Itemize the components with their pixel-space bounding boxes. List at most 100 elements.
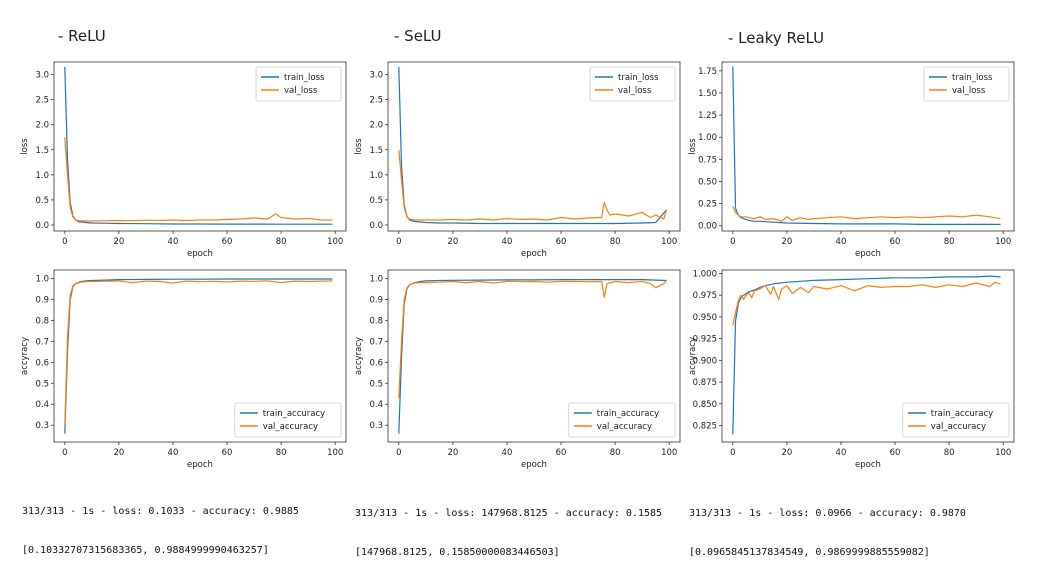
y-axis-label: accyracy (688, 337, 698, 375)
series-line-val_accuracy (398, 280, 667, 399)
y-tick-label: 0.25 (698, 200, 717, 210)
series-line-val_loss (64, 137, 333, 222)
legend-label: val_accuracy (597, 422, 652, 432)
x-tick-label: 40 (836, 448, 847, 458)
leaky-relu-accuracy-chart: 0 20 40 60 80 100 0.825 0.850 0.875 0.900 0.925 0.9… (688, 269, 1015, 470)
legend-label: train_loss (618, 73, 659, 83)
x-tick-label: 0 (396, 237, 401, 247)
y-tick-label: 1.000 (693, 269, 717, 279)
legend-label: val_loss (284, 86, 318, 96)
x-tick-label: 40 (168, 237, 179, 247)
x-tick-label: 80 (944, 237, 955, 247)
series-line-val_loss (732, 205, 1001, 222)
y-tick-label: 0.925 (693, 335, 717, 345)
y-tick-label: 1.50 (698, 89, 717, 99)
series-line-train_loss (732, 66, 1001, 225)
selu-result-line1: 313/313 - 1s - loss: 147968.8125 - accur… (355, 508, 663, 519)
x-tick-label: 100 (327, 448, 343, 458)
x-tick-label: 60 (890, 448, 901, 458)
y-tick-label: 0.8 (369, 316, 383, 326)
y-axis-label: loss (688, 138, 698, 155)
leaky-relu-loss-chart: 0 20 40 60 80 100 0.00 0.25 0.50 0.75 1.00 1.25 1.50… (688, 61, 1015, 259)
legend-box (923, 66, 1010, 102)
y-tick-label: 0.9 (369, 295, 383, 305)
y-tick-label: 1.5 (369, 146, 383, 156)
x-tick-label: 40 (168, 448, 179, 458)
x-tick-label: 20 (447, 448, 458, 458)
y-tick-label: 0.4 (35, 400, 49, 410)
legend-box (234, 402, 342, 438)
y-tick-label: 0.875 (693, 378, 717, 388)
x-axis-label: epoch (187, 460, 213, 470)
y-tick-label: 0.00 (698, 222, 717, 232)
y-tick-label: 0.5 (35, 196, 49, 206)
y-tick-label: 3.0 (35, 71, 49, 81)
legend: train_loss val_loss (923, 66, 1010, 102)
y-tick-label: 0.825 (693, 421, 717, 431)
y-tick-label: 0.9 (35, 295, 49, 305)
selu-result: 313/313 - 1s - loss: 147968.8125 - accur… (355, 481, 662, 572)
x-tick-label: 20 (781, 237, 792, 247)
legend-box (589, 66, 676, 102)
y-tick-label: 1.5 (35, 146, 49, 156)
relu-loss-chart: 0 20 40 60 80 100 0.0 0.5 1.0 1.5 2.0 2.5 3.0 epoch lo… (20, 61, 347, 259)
heading-leaky-relu: - Leaky ReLU (728, 29, 825, 47)
leaky-relu-result-line1: 313/313 - 1s - loss: 0.0966 - accuracy: … (689, 508, 966, 519)
legend-label: val_loss (952, 86, 986, 96)
leaky-relu-result: 313/313 - 1s - loss: 0.0966 - accuracy: … (689, 481, 966, 572)
selu-accuracy-chart: 0 20 40 60 80 100 0.3 0.4 0.5 0.6 0.7 0.8 0.9 1.0 epoc… (354, 269, 681, 470)
selu-result-line2: [147968.8125, 0.15850000083446503] (355, 547, 560, 558)
y-tick-label: 0.7 (369, 337, 383, 347)
legend-label: train_loss (284, 73, 325, 83)
x-axis-label: epoch (855, 460, 881, 470)
y-tick-label: 0.50 (698, 177, 717, 187)
x-tick-label: 0 (730, 237, 735, 247)
y-axis-label: loss (20, 138, 30, 155)
y-tick-label: 0.0 (369, 221, 383, 231)
y-tick-label: 0.900 (693, 356, 717, 366)
selu-loss-chart: 0 20 40 60 80 100 0.0 0.5 1.0 1.5 2.0 2.5 3.0 epoch lo… (354, 61, 681, 259)
x-tick-label: 100 (995, 448, 1011, 458)
y-tick-label: 0.5 (369, 379, 383, 389)
relu-result-line1: 313/313 - 1s - loss: 0.1033 - accuracy: … (22, 506, 299, 517)
x-tick-label: 0 (396, 448, 401, 458)
y-tick-label: 1.0 (369, 171, 383, 181)
y-tick-label: 1.0 (35, 171, 49, 181)
legend-box (568, 402, 676, 438)
relu-accuracy-chart: 0 20 40 60 80 100 0.3 0.4 0.5 0.6 0.7 0.8 0.9 1.0 epoc… (20, 269, 347, 470)
y-tick-label: 0.850 (693, 400, 717, 410)
x-tick-label: 0 (62, 448, 67, 458)
legend: train_loss val_loss (589, 66, 676, 102)
legend-label: train_accuracy (931, 409, 993, 419)
y-tick-label: 0.7 (35, 337, 49, 347)
x-tick-label: 20 (447, 237, 458, 247)
legend: train_accuracy val_accuracy (902, 402, 1010, 438)
x-tick-label: 80 (276, 448, 287, 458)
heading-relu: - ReLU (58, 27, 106, 45)
legend: train_accuracy val_accuracy (568, 402, 676, 438)
leaky-relu-result-line2: [0.0965845137834549, 0.9869999885559082] (689, 547, 930, 558)
x-tick-label: 0 (730, 448, 735, 458)
x-tick-label: 60 (222, 237, 233, 247)
legend-label: val_accuracy (263, 422, 318, 432)
y-tick-label: 1.0 (35, 274, 49, 284)
x-axis-label: epoch (521, 249, 547, 259)
x-tick-label: 60 (890, 237, 901, 247)
y-tick-label: 1.0 (369, 274, 383, 284)
y-tick-label: 0.6 (369, 358, 383, 368)
y-tick-label: 2.5 (369, 96, 383, 106)
x-tick-label: 20 (113, 237, 124, 247)
y-tick-label: 0.975 (693, 291, 717, 301)
series-line-val_accuracy (732, 281, 1001, 326)
legend-label: train_accuracy (263, 409, 325, 419)
y-tick-label: 0.5 (35, 379, 49, 389)
x-tick-label: 80 (276, 237, 287, 247)
heading-selu: - SeLU (394, 27, 442, 45)
y-tick-label: 0.4 (369, 400, 383, 410)
y-tick-label: 2.5 (35, 96, 49, 106)
legend-box (255, 66, 342, 102)
legend-label: train_accuracy (597, 409, 659, 419)
y-tick-label: 0.0 (35, 221, 49, 231)
y-tick-label: 1.00 (698, 133, 717, 143)
y-tick-label: 2.0 (369, 121, 383, 131)
